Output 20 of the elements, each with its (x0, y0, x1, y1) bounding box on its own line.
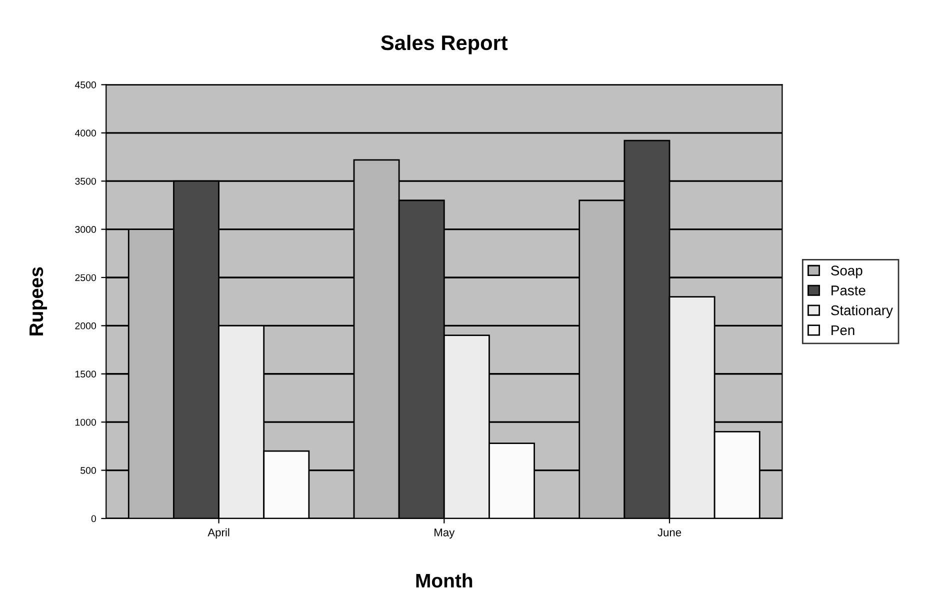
y-tick-label: 1500 (76, 370, 96, 378)
x-tick-label: April (208, 528, 230, 539)
y-tick-label: 4500 (74, 81, 96, 88)
x-axis-title: Month (416, 573, 472, 588)
y-tick-label: 4000 (74, 130, 96, 137)
y-tick-label: 1000 (76, 418, 96, 426)
legend-label: Paste (832, 286, 866, 296)
y-tick-label: 500 (80, 467, 96, 474)
legend-label: Pen (832, 325, 854, 336)
x-tick-label: May (434, 528, 455, 539)
y-tick-label: 3000 (75, 226, 96, 233)
y-axis-title: Rupees (30, 267, 47, 336)
legend-label: Soap (831, 266, 862, 278)
x-tick-label: June (658, 528, 682, 536)
y-tick-label: 2000 (75, 322, 96, 330)
chart-title: Sales Report (381, 34, 508, 54)
y-tick-label: 3500 (75, 178, 96, 185)
legend-label: Stationary (831, 305, 893, 318)
y-tick-label: 0 (91, 515, 96, 522)
y-tick-label: 2500 (75, 274, 96, 282)
